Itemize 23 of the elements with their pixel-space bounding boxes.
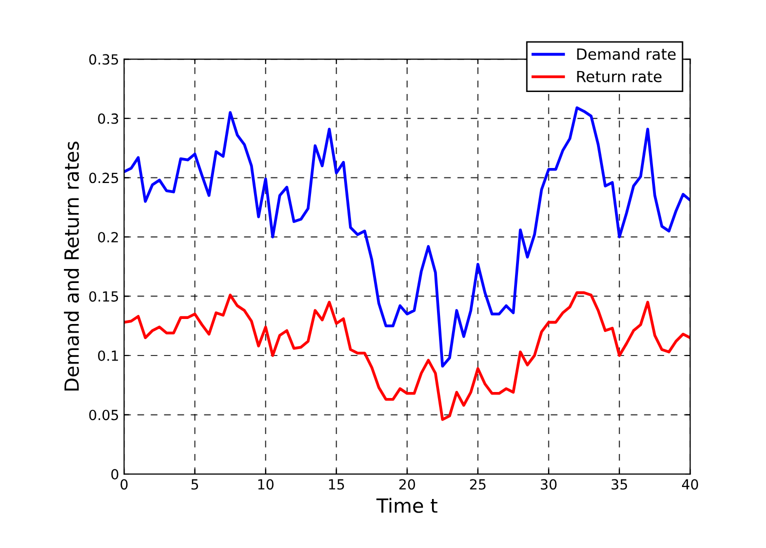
legend-label: Return rate: [577, 70, 662, 82]
x-axis-title: Time t: [376, 498, 438, 513]
legend-label: Demand rate: [577, 48, 676, 60]
x-tick-label: 5: [192, 479, 198, 490]
x-tick-label: 35: [612, 479, 628, 490]
x-tick-label: 25: [470, 479, 486, 490]
line-series: [124, 106, 690, 368]
y-tick-label: 0.15: [89, 291, 118, 302]
y-tick-label: 0.05: [89, 410, 118, 420]
x-tick-label: 15: [329, 479, 344, 490]
x-tick-label: 30: [540, 479, 557, 490]
line-series: [124, 291, 690, 421]
y-tick-label: 0.25: [89, 172, 118, 184]
y-axis-title: Demand and Return rates: [64, 142, 79, 391]
y-tick-label: 0.3: [98, 113, 118, 124]
x-tick-label: 0: [120, 479, 128, 490]
y-tick-label: 0.35: [89, 54, 118, 65]
x-tick-label: 20: [399, 479, 416, 490]
x-tick-label: 40: [682, 479, 698, 490]
y-tick-label: 0.2: [98, 232, 118, 242]
y-tick-label: 0: [111, 468, 118, 480]
y-tick-label: 0.1: [98, 350, 118, 361]
x-tick-label: 10: [258, 479, 274, 490]
